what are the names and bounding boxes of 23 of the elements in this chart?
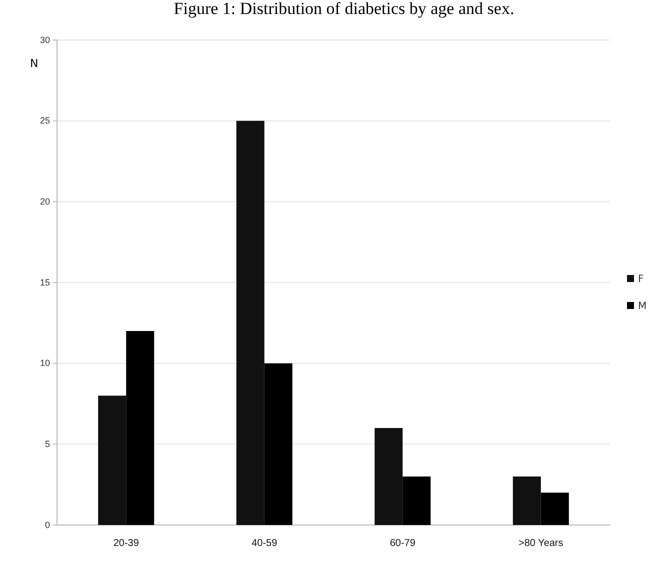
y-tick-label: 5 [44,439,50,450]
x-tick-label: 40-59 [252,538,278,550]
y-tick-label: 0 [44,520,50,530]
bar [512,476,541,525]
bar [374,428,403,525]
y-tick-label: 25 [40,116,50,126]
legend-label: F [638,274,644,285]
x-tick-label: 20-39 [113,538,140,550]
x-tick-label: >80 Years [518,538,564,550]
legend-label: M [638,301,647,312]
x-tick-label: 60-79 [390,538,416,550]
bar [264,363,292,525]
y-tick-label: 30 [40,34,50,45]
bar [98,396,126,525]
bar [402,476,431,525]
y-tick-label: 15 [40,277,50,288]
y-tick-label: 20 [40,196,50,207]
bar [540,492,569,525]
bar [126,331,154,525]
chart-title: Figure 1: Distribution of diabetics by age and sex. [174,0,514,18]
bar [236,120,264,525]
y-axis-title: N [30,57,38,70]
y-tick-label: 10 [40,358,50,368]
